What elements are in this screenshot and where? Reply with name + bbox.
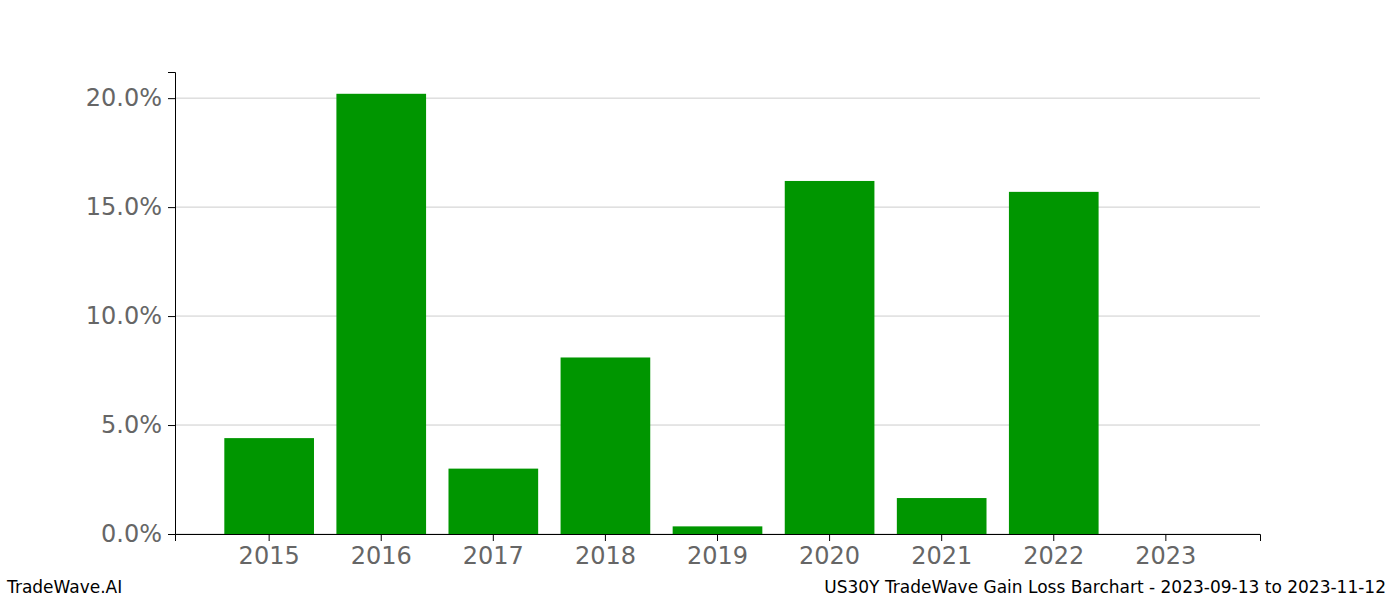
x-tick-label: 2021 <box>911 542 972 570</box>
bar <box>673 526 763 534</box>
annotation: TradeWave.AI <box>6 577 122 597</box>
y-tick-mark <box>168 425 175 426</box>
x-tick-mark <box>941 534 942 541</box>
x-tick-mark <box>269 534 270 541</box>
x-tick: 2017 <box>463 534 524 570</box>
y-tick-label: 5.0% <box>101 411 162 439</box>
y-tick-mark <box>168 534 175 535</box>
chart: 0.0%5.0%10.0%15.0%20.0%20152016201720182… <box>0 0 1400 600</box>
y-tick: 10.0% <box>86 302 175 330</box>
x-tick: 2016 <box>351 534 412 570</box>
y-tick: 5.0% <box>101 411 175 439</box>
bar <box>785 181 875 534</box>
y-tick-mark <box>168 207 175 208</box>
title: US30Y TradeWave Gain Loss Barchart - 202… <box>824 577 1386 597</box>
x-tick-label: 2022 <box>1023 542 1084 570</box>
bar <box>897 498 987 534</box>
x-tick-mark <box>381 534 382 541</box>
x-tick-mark <box>493 534 494 541</box>
y-tick-mark <box>168 98 175 99</box>
bar <box>336 94 426 534</box>
y-tick-label: 15.0% <box>86 193 162 221</box>
bar <box>1121 534 1211 535</box>
x-tick-label: 2023 <box>1135 542 1196 570</box>
y-tick: 15.0% <box>86 193 175 221</box>
x-tick: 2019 <box>687 534 748 570</box>
plot: 0.0%5.0%10.0%15.0%20.0%20152016201720182… <box>86 73 1261 571</box>
y-tick: 20.0% <box>86 84 175 112</box>
x-tick-label: 2016 <box>351 542 412 570</box>
x-tick-mark <box>1053 534 1054 541</box>
bar <box>224 438 314 534</box>
x-axis-line <box>176 535 1261 542</box>
y-axis: 0.0% 5.0% 10.0% 15.0% 20.0% <box>86 73 176 549</box>
bar <box>561 357 651 534</box>
bar <box>448 469 538 534</box>
y-tick-label: 0.0% <box>101 520 162 548</box>
y-tick-label: 20.0% <box>86 84 162 112</box>
x-tick: 2023 <box>1135 534 1196 570</box>
x-tick: 2015 <box>239 534 300 570</box>
x-tick-mark <box>829 534 830 541</box>
x-tick-mark <box>605 534 606 541</box>
y-tick-mark <box>168 316 175 317</box>
x-tick-label: 2018 <box>575 542 636 570</box>
x-tick-label: 2017 <box>463 542 524 570</box>
y-axis-line <box>168 73 176 535</box>
bar <box>1009 192 1099 534</box>
bars <box>224 94 1098 534</box>
x-tick-label: 2015 <box>239 542 300 570</box>
y-tick: 0.0% <box>101 520 175 548</box>
y-tick-label: 10.0% <box>86 302 162 330</box>
x-tick-mark <box>1165 534 1166 541</box>
x-tick: 2021 <box>911 534 972 570</box>
x-tick: 2018 <box>575 534 636 570</box>
x-tick: 2020 <box>799 534 860 570</box>
x-axis: 2015 2016 2017 2018 2019 2020 2021 2022 2023 <box>176 534 1261 570</box>
x-tick: 2022 <box>1023 534 1084 570</box>
x-tick-label: 2019 <box>687 542 748 570</box>
x-tick-label: 2020 <box>799 542 860 570</box>
x-tick-mark <box>717 534 718 541</box>
